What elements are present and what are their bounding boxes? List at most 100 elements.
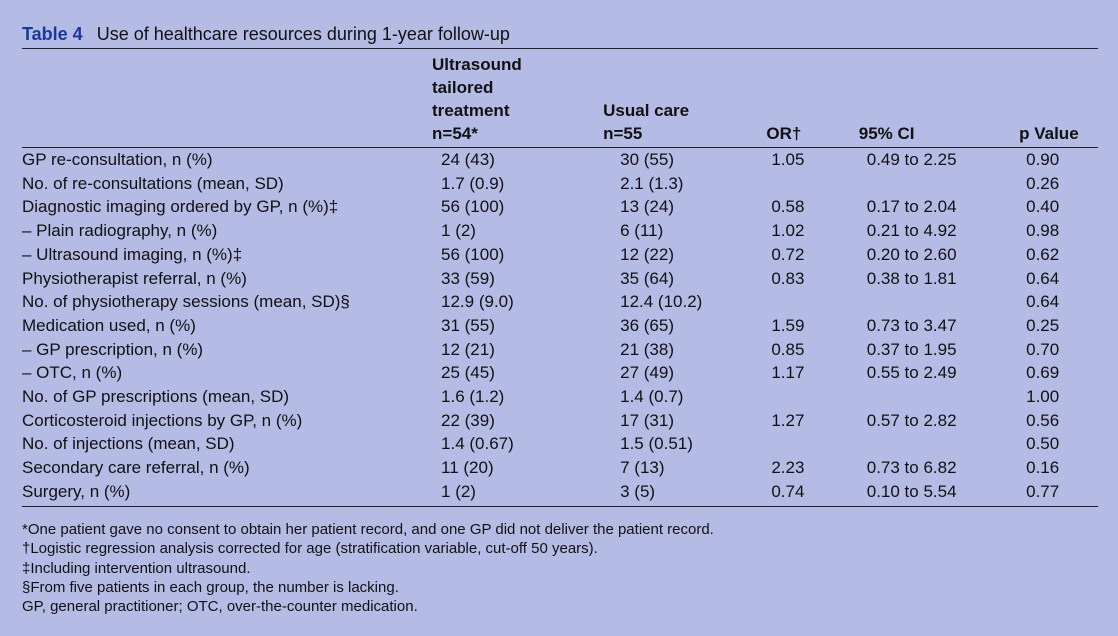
table-cell: 0.20 to 2.60 bbox=[866, 244, 957, 264]
table-cell: 12 (21) bbox=[441, 339, 495, 359]
row-label: – GP prescription, n (%) bbox=[22, 339, 204, 359]
header-line: Ultrasound bbox=[432, 55, 522, 74]
table-cell: 1.4 (0.67) bbox=[441, 434, 514, 454]
row-label: Physiotherapist referral, n (%) bbox=[22, 268, 247, 288]
header-ultrasound: Ultrasound tailored treatment n=54* bbox=[432, 53, 604, 148]
footnote: †Logistic regression analysis corrected … bbox=[22, 540, 598, 558]
table-cell: 0.38 to 1.81 bbox=[866, 268, 957, 288]
row-label: No. of GP prescriptions (mean, SD) bbox=[22, 387, 290, 407]
table-cell: 31 (55) bbox=[441, 315, 495, 335]
table-row: – Plain radiography, n (%) 1 (2) 6 (11) 1.0… bbox=[22, 219, 1098, 243]
table-cell bbox=[766, 432, 858, 456]
table-label: Table 4 bbox=[22, 24, 83, 44]
table-cell bbox=[766, 172, 858, 196]
table-cell: 0.50 bbox=[1026, 434, 1060, 454]
table-cell: 0.17 to 2.04 bbox=[866, 197, 957, 217]
header-usual-care: Usual care n=55 bbox=[603, 53, 767, 148]
table-cell bbox=[859, 432, 1019, 456]
table-cell bbox=[859, 385, 1019, 409]
table-caption: Table 4 Use of healthcare resources durin… bbox=[22, 22, 1098, 49]
table-cell bbox=[766, 290, 858, 314]
table-cell: 17 (31) bbox=[620, 410, 674, 430]
table-cell: 2.23 bbox=[771, 458, 805, 478]
table-cell: 1.27 bbox=[771, 410, 805, 430]
table-cell: 0.64 bbox=[1026, 292, 1060, 312]
table-cell bbox=[766, 385, 858, 409]
table-cell: 0.37 to 1.95 bbox=[866, 339, 957, 359]
table-cell: 27 (49) bbox=[620, 363, 674, 383]
table-cell: 0.90 bbox=[1026, 150, 1060, 169]
row-label: Medication used, n (%) bbox=[22, 315, 196, 335]
footnote: *One patient gave no consent to obtain h… bbox=[22, 521, 714, 538]
footnote: ‡Including intervention ultrasound. bbox=[22, 559, 251, 577]
table-cell: 0.57 to 2.82 bbox=[866, 410, 957, 430]
row-label: Diagnostic imaging ordered by GP, n (%)‡ bbox=[22, 197, 339, 217]
table-cell: 1.02 bbox=[771, 221, 805, 241]
table-cell: 0.26 bbox=[1026, 173, 1060, 193]
table-cell: 1.7 (0.9) bbox=[441, 173, 505, 193]
table-cell: 0.73 to 6.82 bbox=[866, 458, 957, 478]
healthcare-resources-table: Ultrasound tailored treatment n=54* Usual ca… bbox=[22, 53, 1098, 507]
header-ci: 95% CI bbox=[858, 53, 1020, 148]
row-label: Secondary care referral, n (%) bbox=[22, 458, 250, 478]
header-line: 95% CI bbox=[858, 124, 915, 143]
table-cell: 0.58 bbox=[771, 197, 805, 217]
table-cell: 0.98 bbox=[1026, 221, 1060, 241]
table-cell: 22 (39) bbox=[441, 410, 495, 430]
table-cell: 12.9 (9.0) bbox=[441, 292, 514, 312]
table-cell: 0.85 bbox=[771, 339, 805, 359]
table-cell: 0.49 to 2.25 bbox=[866, 150, 957, 169]
table-row: GP re-consultation, n (%) 24 (43) 30 (55) 1… bbox=[22, 148, 1098, 172]
table-cell: 0.55 to 2.49 bbox=[866, 363, 957, 383]
table-row: – Ultrasound imaging, n (%)‡ 56 (100) 12 (… bbox=[22, 243, 1098, 267]
table-cell: 0.40 bbox=[1026, 197, 1060, 217]
row-label: Surgery, n (%) bbox=[22, 479, 433, 507]
row-label: No. of physiotherapy sessions (mean, SD)… bbox=[22, 292, 350, 312]
table-cell: 0.62 bbox=[1026, 244, 1060, 264]
table-title: Use of healthcare resources during 1-yea… bbox=[96, 24, 510, 44]
table-cell: 0.72 bbox=[771, 244, 805, 264]
table-cell: 30 (55) bbox=[620, 150, 674, 169]
table-cell: 1.59 bbox=[771, 315, 805, 335]
table-cell: 1 (2) bbox=[432, 479, 604, 507]
table-cell: 12 (22) bbox=[620, 244, 674, 264]
row-label: – Ultrasound imaging, n (%)‡ bbox=[22, 244, 243, 264]
header-line: Usual care bbox=[603, 101, 690, 120]
table-cell: 36 (65) bbox=[620, 315, 674, 335]
header-line: tailored bbox=[432, 78, 494, 97]
table-cell: 0.56 bbox=[1026, 410, 1060, 430]
header-line: p Value bbox=[1019, 124, 1079, 143]
table-cell: 0.83 bbox=[771, 268, 805, 288]
row-label: – OTC, n (%) bbox=[22, 363, 123, 383]
table-row: – GP prescription, n (%) 12 (21) 21 (38) 0.… bbox=[22, 338, 1098, 362]
table-cell: 0.21 to 4.92 bbox=[866, 221, 957, 241]
table-cell: 0.25 bbox=[1026, 315, 1060, 335]
footnote: GP, general practitioner; OTC, over-the-… bbox=[22, 598, 418, 616]
header-row: Ultrasound tailored treatment n=54* Usual ca… bbox=[22, 53, 1098, 148]
row-label: – Plain radiography, n (%) bbox=[22, 221, 218, 241]
table-cell: 56 (100) bbox=[441, 197, 505, 217]
table-cell: 0.77 bbox=[1019, 479, 1098, 507]
table-cell: 0.73 to 3.47 bbox=[866, 315, 957, 335]
table-cell: 2.1 (1.3) bbox=[620, 173, 684, 193]
table-row: No. of injections (mean, SD) 1.4 (0.67) 1.… bbox=[22, 432, 1098, 456]
table-cell: 1.6 (1.2) bbox=[441, 387, 505, 407]
table-row: No. of physiotherapy sessions (mean, SD)… bbox=[22, 290, 1098, 314]
table-cell: 7 (13) bbox=[620, 458, 665, 478]
table-cell: 0.16 bbox=[1026, 458, 1060, 478]
table-cell: 1.5 (0.51) bbox=[620, 434, 693, 454]
table-row: Corticosteroid injections by GP, n (%) 22… bbox=[22, 409, 1098, 433]
header-line: n=55 bbox=[603, 124, 643, 143]
table-row: Surgery, n (%) 1 (2) 3 (5) 0.74 0.10 to 5.54… bbox=[22, 479, 1098, 507]
header-variable bbox=[22, 53, 433, 148]
table-cell bbox=[859, 290, 1019, 314]
table-cell: 0.10 to 5.54 bbox=[858, 479, 1020, 507]
table-cell: 0.69 bbox=[1026, 363, 1060, 383]
table-cell: 12.4 (10.2) bbox=[620, 292, 703, 312]
row-label: Corticosteroid injections by GP, n (%) bbox=[22, 410, 303, 430]
table-cell: 35 (64) bbox=[620, 268, 674, 288]
table-cell: 0.74 bbox=[766, 479, 859, 507]
footnotes: *One patient gave no consent to obtain h… bbox=[22, 520, 1098, 616]
table-cell: 24 (43) bbox=[441, 150, 495, 169]
